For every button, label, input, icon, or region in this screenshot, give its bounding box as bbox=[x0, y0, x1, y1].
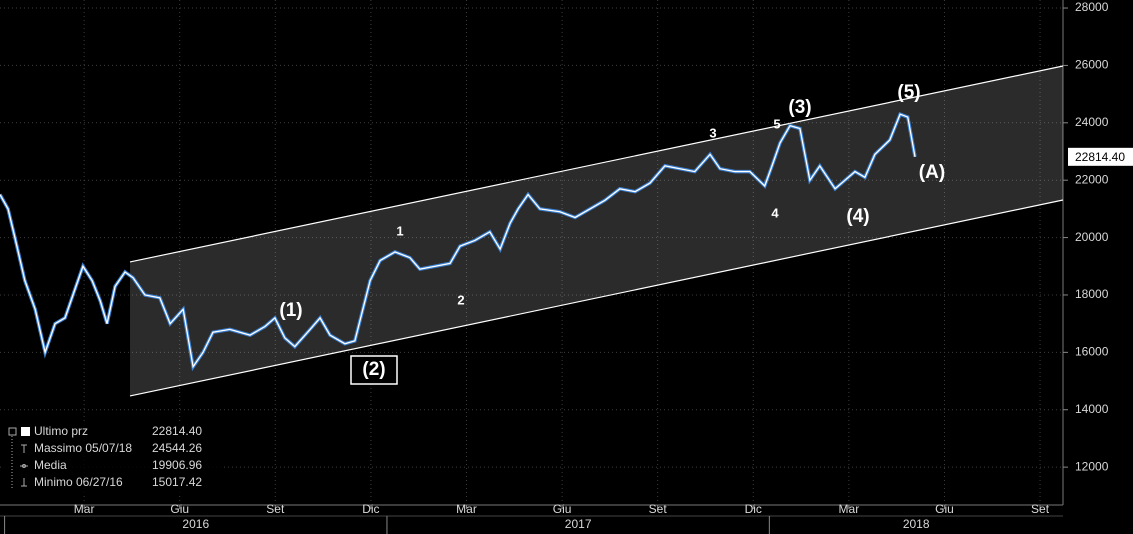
y-tick-label: 24000 bbox=[1075, 115, 1109, 129]
y-tick-label: 16000 bbox=[1075, 345, 1109, 359]
price-line bbox=[0, 113, 916, 369]
y-tick-label: 12000 bbox=[1075, 459, 1109, 473]
channel-line bbox=[129, 199, 1064, 397]
legend-label: Massimo 05/07/18 bbox=[34, 441, 132, 455]
year-label: 2016 bbox=[182, 517, 209, 531]
legend-label: Media bbox=[34, 458, 67, 472]
x-tick-label: Giu bbox=[553, 502, 572, 516]
legend-value: 19906.96 bbox=[152, 458, 202, 472]
y-tick-label: 18000 bbox=[1075, 287, 1109, 301]
x-tick-label: Set bbox=[649, 502, 668, 516]
last-value-label: 22814.40 bbox=[1075, 150, 1125, 164]
legend-value: 24544.26 bbox=[152, 441, 202, 455]
legend-value: 22814.40 bbox=[152, 424, 202, 438]
legend-label: Ultimo prz bbox=[34, 424, 88, 438]
x-tick-label: Mar bbox=[456, 502, 477, 516]
annotation: 1 bbox=[396, 223, 403, 238]
y-tick-label: 28000 bbox=[1075, 0, 1109, 14]
plot-area bbox=[0, 0, 1064, 505]
annotation: 4 bbox=[771, 205, 779, 220]
legend-box bbox=[4, 422, 222, 494]
annotation: (3) bbox=[788, 97, 811, 118]
x-tick-label: Mar bbox=[839, 502, 860, 516]
x-tick-label: Giu bbox=[935, 502, 954, 516]
y-tick-label: 14000 bbox=[1075, 402, 1109, 416]
y-tick-label: 26000 bbox=[1075, 58, 1109, 72]
annotation: 5 bbox=[773, 116, 780, 131]
annotation: (4) bbox=[846, 206, 869, 227]
y-tick-label: 20000 bbox=[1075, 230, 1109, 244]
icon bbox=[21, 427, 30, 436]
annotation: 2 bbox=[457, 292, 464, 307]
y-tick-label: 22000 bbox=[1075, 172, 1109, 186]
annotation-box bbox=[350, 355, 398, 385]
x-tick-label: Set bbox=[1031, 502, 1050, 516]
x-tick-label: Giu bbox=[170, 502, 189, 516]
annotation: (A) bbox=[919, 162, 945, 183]
x-tick-label: Set bbox=[266, 502, 285, 516]
icon bbox=[22, 464, 26, 468]
annotation: (1) bbox=[279, 300, 302, 321]
annotation: 3 bbox=[709, 125, 716, 140]
legend-label: Minimo 06/27/16 bbox=[34, 475, 123, 489]
icon bbox=[8, 427, 17, 436]
channel-line bbox=[129, 65, 1064, 263]
x-tick-label: Dic bbox=[745, 502, 762, 516]
legend-icons bbox=[8, 427, 30, 488]
year-label: 2018 bbox=[903, 517, 930, 531]
last-value-box bbox=[1068, 147, 1133, 166]
annotation: (5) bbox=[897, 82, 920, 103]
x-tick-label: Dic bbox=[362, 502, 379, 516]
legend-value: 15017.42 bbox=[152, 475, 202, 489]
year-label: 2017 bbox=[565, 517, 592, 531]
x-tick-label: Mar bbox=[74, 502, 95, 516]
annotation: (2) bbox=[362, 359, 385, 380]
